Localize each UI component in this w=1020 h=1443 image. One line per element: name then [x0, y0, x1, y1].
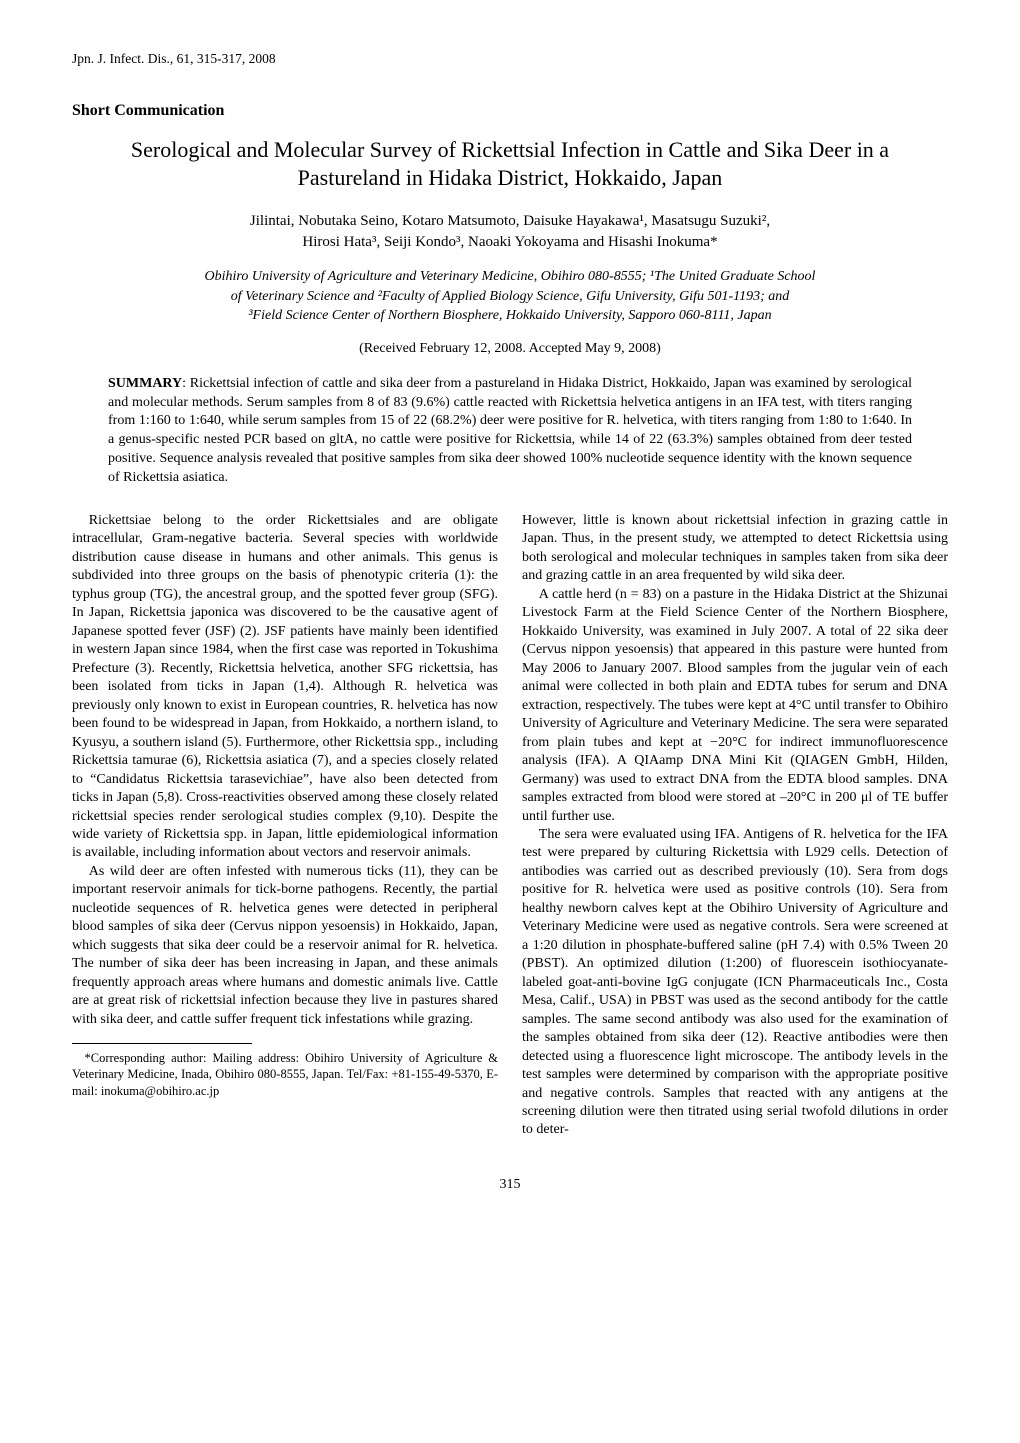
- right-paragraph-0: However, little is known about rickettsi…: [522, 512, 948, 586]
- page-number: 315: [72, 1176, 948, 1195]
- left-paragraph-2: As wild deer are often infested with num…: [72, 863, 498, 1029]
- right-paragraph-1: A cattle herd (n = 83) on a pasture in t…: [522, 586, 948, 826]
- affil-line-2: of Veterinary Science and ²Faculty of Ap…: [231, 289, 790, 304]
- left-paragraph-1: Rickettsiae belong to the order Ricketts…: [72, 512, 498, 863]
- journal-header: Jpn. J. Infect. Dis., 61, 315-317, 2008: [72, 50, 948, 68]
- summary-block: SUMMARY: Rickettsial infection of cattle…: [108, 375, 912, 488]
- right-column: However, little is known about rickettsi…: [522, 512, 948, 1140]
- summary-text: : Rickettsial infection of cattle and si…: [108, 376, 912, 485]
- footnote-rule: [72, 1043, 252, 1044]
- right-paragraph-2: The sera were evaluated using IFA. Antig…: [522, 826, 948, 1140]
- affil-line-1: Obihiro University of Agriculture and Ve…: [205, 269, 816, 284]
- authors: Jilintai, Nobutaka Seino, Kotaro Matsumo…: [72, 211, 948, 253]
- corresponding-author-footnote: *Corresponding author: Mailing address: …: [72, 1050, 498, 1099]
- summary-label: SUMMARY: [108, 376, 182, 391]
- received-date: (Received February 12, 2008. Accepted Ma…: [72, 340, 948, 359]
- paper-title: Serological and Molecular Survey of Rick…: [100, 136, 920, 193]
- left-column: Rickettsiae belong to the order Ricketts…: [72, 512, 498, 1140]
- body-columns: Rickettsiae belong to the order Ricketts…: [72, 512, 948, 1140]
- affil-line-3: ³Field Science Center of Northern Biosph…: [248, 308, 771, 323]
- section-heading: Short Communication: [72, 100, 948, 122]
- authors-line-1: Jilintai, Nobutaka Seino, Kotaro Matsumo…: [250, 213, 770, 229]
- authors-line-2: Hirosi Hata³, Seiji Kondo³, Naoaki Yokoy…: [302, 234, 717, 250]
- affiliations: Obihiro University of Agriculture and Ve…: [72, 267, 948, 326]
